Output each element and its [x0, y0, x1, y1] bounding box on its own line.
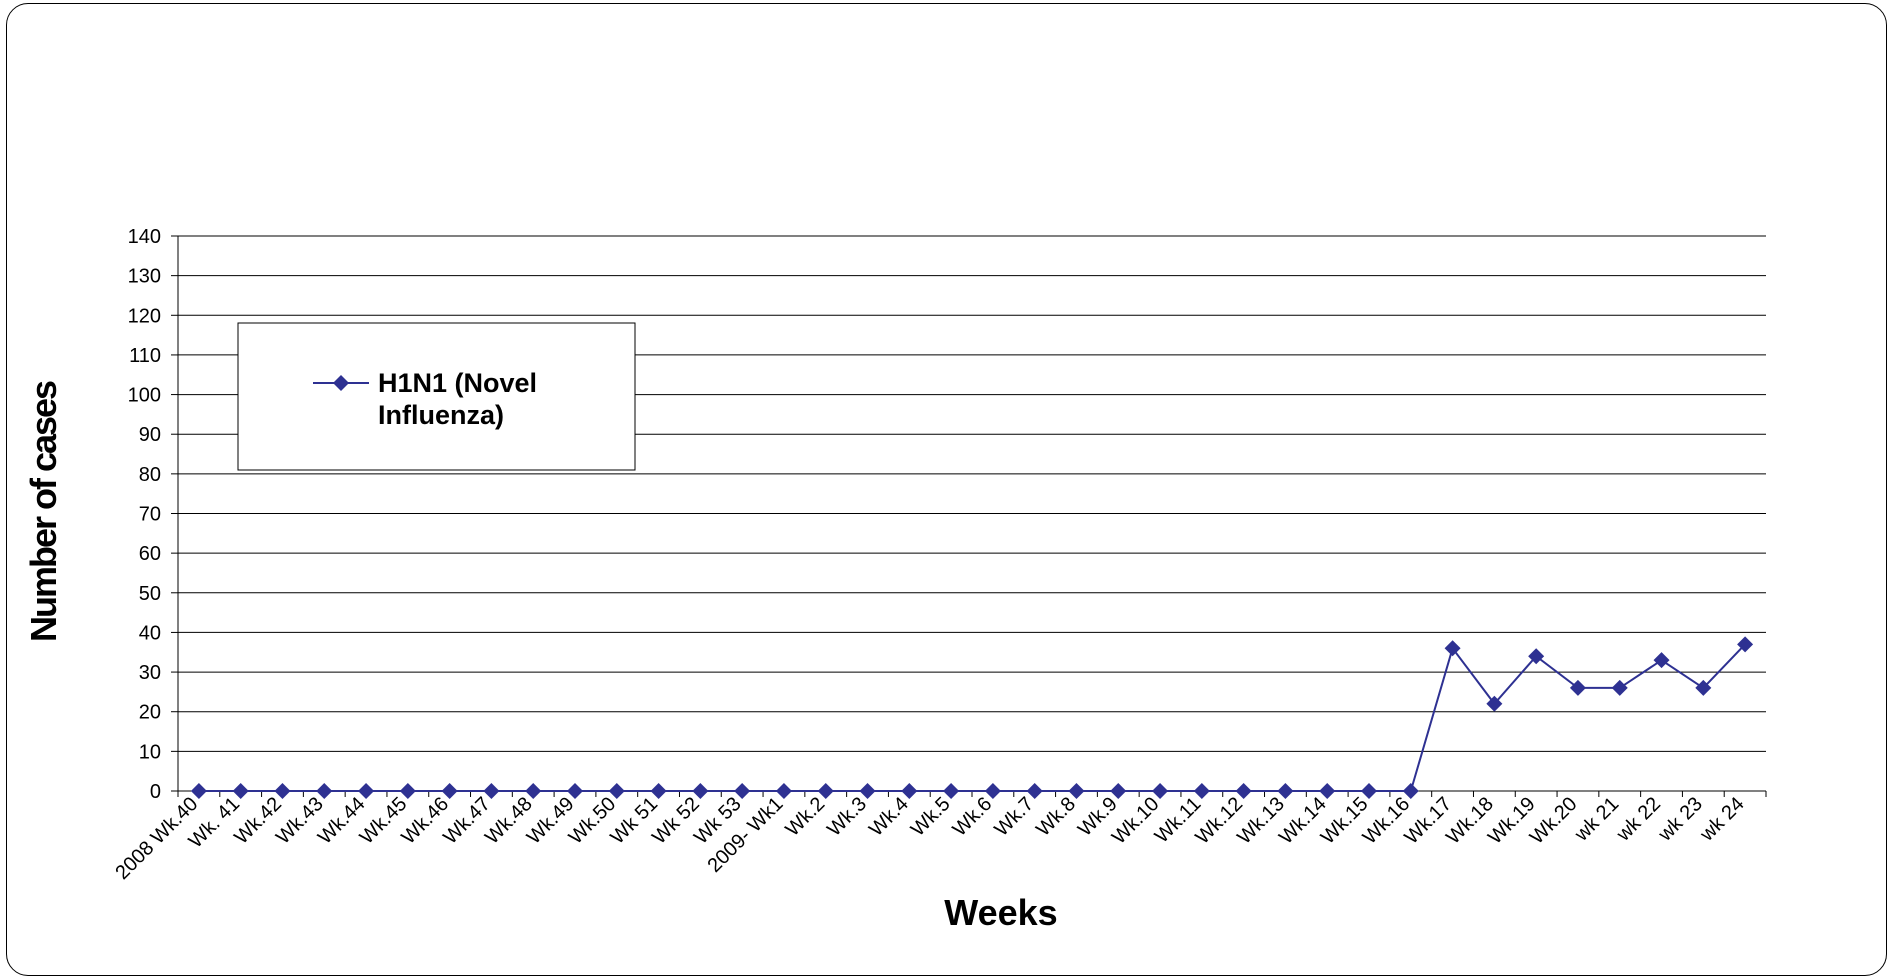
- data-point: [984, 783, 1001, 799]
- data-point: [1486, 695, 1503, 712]
- data-point: [399, 783, 416, 799]
- y-tick-label: 90: [139, 424, 161, 446]
- x-tick-label: Wk.47: [439, 793, 495, 849]
- y-tick-label: 140: [128, 226, 161, 248]
- x-tick-label: Wk.4: [865, 793, 913, 841]
- data-point: [734, 783, 751, 799]
- x-tick-label: wk 24: [1695, 793, 1748, 846]
- x-tick-label: Wk.2: [781, 793, 829, 841]
- gridlines: [178, 235, 1766, 752]
- data-point: [608, 783, 625, 799]
- data-point: [817, 783, 834, 799]
- x-tick-label: Wk.6: [949, 793, 997, 841]
- data-point: [483, 783, 500, 799]
- x-tick-label: Wk.16: [1359, 793, 1415, 849]
- data-point: [441, 783, 458, 799]
- data-point: [1319, 783, 1336, 799]
- legend-box: [237, 322, 636, 471]
- legend: H1N1 (Novel Influenza): [237, 322, 636, 471]
- data-point: [1068, 783, 1085, 799]
- data-point: [190, 783, 207, 799]
- x-tick-label: Wk.44: [314, 793, 370, 849]
- y-tick-label: 60: [139, 543, 161, 565]
- legend-label-line-1: H1N1 (Novel: [378, 368, 537, 398]
- y-tick-label: 120: [128, 305, 161, 327]
- data-point: [525, 783, 542, 799]
- data-point: [232, 783, 249, 799]
- x-tick-label: Wk.13: [1233, 793, 1289, 849]
- x-tick-label: Wk.3: [823, 793, 871, 841]
- data-point: [1277, 783, 1294, 799]
- y-tick-label: 40: [139, 622, 161, 644]
- data-point: [1737, 636, 1754, 653]
- x-tick-label: Wk.7: [990, 793, 1038, 841]
- x-tick-label: Wk.10: [1108, 793, 1164, 849]
- data-point: [316, 783, 333, 799]
- data-point: [1611, 679, 1628, 696]
- x-tick-label: Wk.15: [1317, 793, 1373, 849]
- data-point: [1026, 783, 1043, 799]
- x-tick-label: Wk.42: [230, 793, 286, 849]
- x-tick-label: Wk.19: [1484, 793, 1540, 849]
- data-point: [901, 783, 918, 799]
- y-tick-label: 50: [139, 583, 161, 605]
- data-point: [1528, 648, 1545, 665]
- x-axis-title: Weeks: [944, 892, 1057, 933]
- data-point: [567, 783, 583, 799]
- x-tick-label: Wk.12: [1192, 793, 1248, 849]
- series-line-0: [198, 643, 1746, 792]
- x-tick-label: wk 21: [1570, 793, 1623, 846]
- x-tick-label: Wk 52: [648, 793, 704, 849]
- x-tick-label: Wk 51: [606, 793, 662, 849]
- data-point: [943, 783, 960, 799]
- y-tick-label: 0: [150, 781, 161, 803]
- slide-frame: [6, 3, 1887, 976]
- x-tick-label: Wk.5: [907, 793, 955, 841]
- data-point: [859, 783, 876, 799]
- y-tick-label: 30: [139, 662, 161, 684]
- data-point: [1110, 783, 1127, 799]
- data-point: [1361, 783, 1377, 799]
- x-tick-label: Wk.46: [398, 793, 454, 849]
- data-point: [1402, 783, 1419, 799]
- x-tick-label: wk 23: [1654, 793, 1707, 846]
- data-point: [1653, 652, 1670, 669]
- data-point: [358, 783, 375, 799]
- x-tick-label: Wk.17: [1400, 793, 1456, 849]
- x-tick-label: Wk.18: [1442, 793, 1498, 849]
- data-point: [775, 783, 792, 799]
- data-point: [1193, 783, 1210, 799]
- data-point: [1569, 679, 1586, 696]
- x-tick-label: Wk.48: [481, 793, 537, 849]
- y-tick-label: 110: [129, 345, 161, 367]
- x-tick-label: Wk.50: [565, 793, 621, 849]
- legend-label-line-2: Influenza): [378, 400, 504, 430]
- y-tick-label: 100: [128, 385, 161, 407]
- data-point: [692, 783, 709, 799]
- series-layer: [190, 636, 1754, 799]
- y-tick-label: 10: [139, 741, 161, 763]
- x-tick-label: Wk.45: [356, 793, 412, 849]
- y-axis-ticks: 0 10 20 30 40 50 60 70 80 90 100 110 120 130 140: [128, 226, 178, 803]
- x-tick-label: Wk.14: [1275, 793, 1331, 849]
- x-tick-label: Wk.8: [1032, 793, 1080, 841]
- y-tick-label: 80: [139, 464, 161, 486]
- data-point: [274, 783, 291, 799]
- legend-marker: [333, 375, 349, 391]
- data-point: [1235, 783, 1252, 799]
- y-tick-label: 20: [139, 702, 161, 724]
- y-tick-label: 70: [139, 504, 161, 526]
- x-tick-label: wk 22: [1612, 793, 1665, 846]
- data-point: [1695, 679, 1712, 696]
- x-tick-label: Wk.20: [1526, 793, 1582, 849]
- y-axis-title: Number of cases: [23, 381, 64, 642]
- y-tick-label: 130: [128, 266, 161, 288]
- x-tick-label: Wk.43: [272, 793, 328, 849]
- data-point: [1444, 640, 1461, 657]
- x-tick-label: Wk.49: [523, 793, 579, 849]
- data-point: [1152, 783, 1169, 799]
- data-point: [650, 783, 667, 799]
